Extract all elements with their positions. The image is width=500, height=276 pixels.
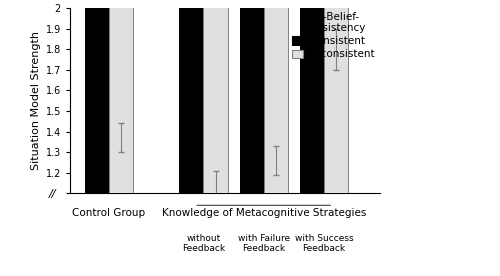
Legend: consistent, inconsistent: consistent, inconsistent (292, 12, 375, 60)
Text: with Success
Feedback: with Success Feedback (294, 234, 354, 253)
Text: with Failure
Feedback: with Failure Feedback (238, 234, 290, 253)
Text: Knowledge of Metacognitive Strategies: Knowledge of Metacognitive Strategies (162, 208, 366, 218)
Bar (84, 0, 109, 193)
Bar (109, 0, 133, 193)
Bar (180, 0, 204, 193)
Bar (324, 0, 348, 193)
Bar (204, 0, 228, 193)
Text: without
Feedback: without Feedback (182, 234, 225, 253)
Bar (300, 0, 324, 193)
Bar (264, 0, 288, 193)
Y-axis label: Situation Model Strength: Situation Model Strength (32, 31, 42, 170)
Text: Control Group: Control Group (72, 208, 146, 218)
Text: //: // (49, 189, 56, 199)
Bar (240, 0, 264, 193)
